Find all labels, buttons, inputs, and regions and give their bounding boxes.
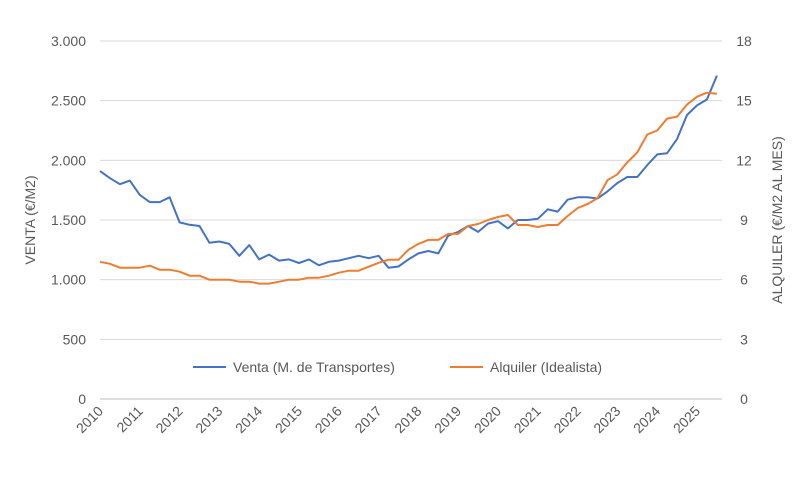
y-tick-label: 0 [78, 391, 86, 407]
x-tick-label: 2012 [152, 403, 185, 436]
y-tick-label: 2.000 [51, 152, 86, 168]
y-tick-label: 1.000 [51, 272, 86, 288]
x-tick-label: 2017 [351, 403, 384, 436]
y-tick-label: 500 [63, 331, 87, 347]
x-axis-ticks: 2010 2011 2012 2013 2014 2015 2016 2017 2018 2019… [73, 403, 703, 436]
x-tick-label: 2023 [590, 403, 623, 436]
y2-tick-label: 9 [740, 212, 748, 228]
x-tick-label: 2018 [391, 403, 424, 436]
x-tick-label: 2025 [670, 403, 703, 436]
y2-tick-label: 12 [736, 152, 752, 168]
y2-axis-label: ALQUILER (€/M2 AL MES) [769, 136, 785, 304]
alquiler-line [99, 91, 717, 285]
right-axis-ticks: 0 3 6 9 12 15 18 [736, 33, 752, 407]
y2-tick-label: 6 [740, 272, 748, 288]
y2-tick-label: 3 [740, 331, 748, 347]
y2-tick-label: 18 [736, 33, 752, 49]
x-tick-label: 2024 [630, 403, 663, 436]
x-tick-label: 2021 [511, 403, 544, 436]
x-tick-label: 2016 [312, 403, 345, 436]
x-tick-label: 2015 [272, 403, 305, 436]
left-axis-ticks: 0 500 1.000 1.500 2.000 2.500 3.000 [51, 33, 86, 407]
y2-tick-label: 0 [740, 391, 748, 407]
gridlines [100, 40, 722, 400]
legend: Venta (M. de Transportes) Alquiler (Idea… [193, 359, 602, 375]
x-tick-label: 2020 [471, 403, 504, 436]
y-tick-label: 3.000 [51, 33, 86, 49]
x-tick-label: 2013 [192, 403, 225, 436]
venta-line [99, 75, 718, 269]
x-tick-label: 2010 [73, 403, 106, 436]
legend-label-alquiler: Alquiler (Idealista) [490, 359, 602, 375]
y2-tick-label: 15 [736, 93, 752, 109]
x-tick-label: 2019 [431, 403, 464, 436]
y-axis-label: VENTA (€/M2) [22, 175, 38, 264]
y-tick-label: 1.500 [51, 212, 86, 228]
x-tick-label: 2011 [113, 403, 146, 436]
legend-label-venta: Venta (M. de Transportes) [233, 359, 395, 375]
x-tick-label: 2022 [550, 403, 583, 436]
y-tick-label: 2.500 [51, 93, 86, 109]
series-lines [99, 75, 718, 285]
x-tick-label: 2014 [232, 403, 265, 436]
